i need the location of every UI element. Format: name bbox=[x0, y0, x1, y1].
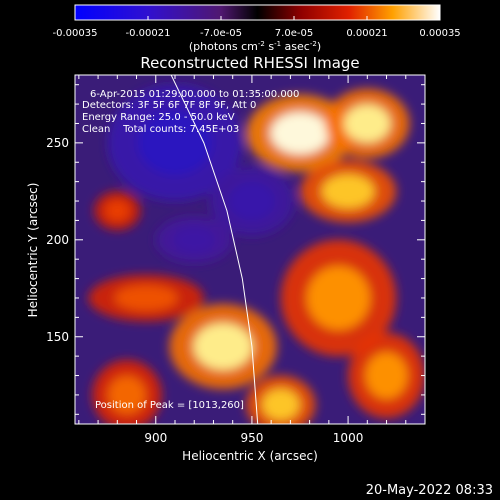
x-axis-label: Heliocentric X (arcsec) bbox=[182, 449, 318, 463]
hot-region-core bbox=[261, 388, 300, 421]
colorbar-tick-label: -0.00021 bbox=[126, 28, 171, 39]
cold-region-core bbox=[173, 227, 216, 253]
x-tick-label: 950 bbox=[240, 431, 263, 445]
y-axis-label: Heliocentric Y (arcsec) bbox=[26, 183, 40, 318]
x-axis-ticks: 900 950 1000 bbox=[78, 75, 426, 445]
chart-title: Reconstructed RHESSI Image bbox=[140, 54, 359, 72]
colorbar bbox=[74, 4, 441, 21]
colorbar-tick-label: -0.00035 bbox=[53, 28, 98, 39]
y-axis-ticks: 150 200 250 bbox=[46, 84, 425, 415]
colorbar-tick-label: -7.0e-05 bbox=[200, 28, 242, 39]
colorbar-tick-label: 0.00021 bbox=[346, 28, 387, 39]
hot-region-core bbox=[365, 352, 408, 399]
y-tick-label: 150 bbox=[46, 330, 69, 344]
hot-region-core bbox=[193, 322, 253, 370]
hot-region-core bbox=[107, 375, 146, 415]
x-tick-label: 900 bbox=[144, 431, 167, 445]
y-tick-label: 250 bbox=[46, 136, 69, 150]
cold-region-core bbox=[228, 181, 276, 221]
hot-region-core bbox=[344, 104, 391, 143]
x-tick-label: 1000 bbox=[333, 431, 364, 445]
observation-info: 6-Apr-2015 01:29:00.000 to 01:35:00.000 … bbox=[82, 89, 299, 411]
footer-date: 20-May-2022 08:33 bbox=[366, 483, 493, 498]
info-detectors: Detectors: 3F 5F 6F 7F 8F 9F, Att 0 bbox=[82, 100, 256, 111]
hot-region-core bbox=[306, 265, 371, 330]
info-total-counts: Clean Total counts: 7.45E+03 bbox=[82, 124, 239, 135]
cold-region-core bbox=[137, 110, 213, 175]
colorbar-tick-label: 7.0e-05 bbox=[275, 28, 313, 39]
hot-region-core bbox=[321, 174, 375, 209]
info-energy-range: Energy Range: 25.0 - 50.0 keV bbox=[82, 112, 235, 123]
plot-frame bbox=[74, 74, 426, 425]
solar-limb-line bbox=[170, 75, 259, 424]
heatmap-image bbox=[75, 75, 425, 424]
hot-region-core bbox=[270, 111, 330, 155]
colorbar-tick-label: 0.00035 bbox=[419, 28, 460, 39]
hot-region-core bbox=[104, 200, 130, 222]
y-tick-label: 200 bbox=[46, 233, 69, 247]
heatmap-regions bbox=[88, 84, 425, 424]
colorbar-units: (photons cm-2 s-1 asec-2) bbox=[189, 40, 321, 53]
colorbar-ticks: -0.00035 -0.00021 -7.0e-05 7.0e-05 0.00021 0.… bbox=[53, 16, 461, 39]
info-time-range: 6-Apr-2015 01:29:00.000 to 01:35:00.000 bbox=[90, 89, 299, 100]
info-peak-position: Position of Peak = [1013,260] bbox=[95, 400, 244, 411]
hot-region-core bbox=[114, 285, 178, 311]
